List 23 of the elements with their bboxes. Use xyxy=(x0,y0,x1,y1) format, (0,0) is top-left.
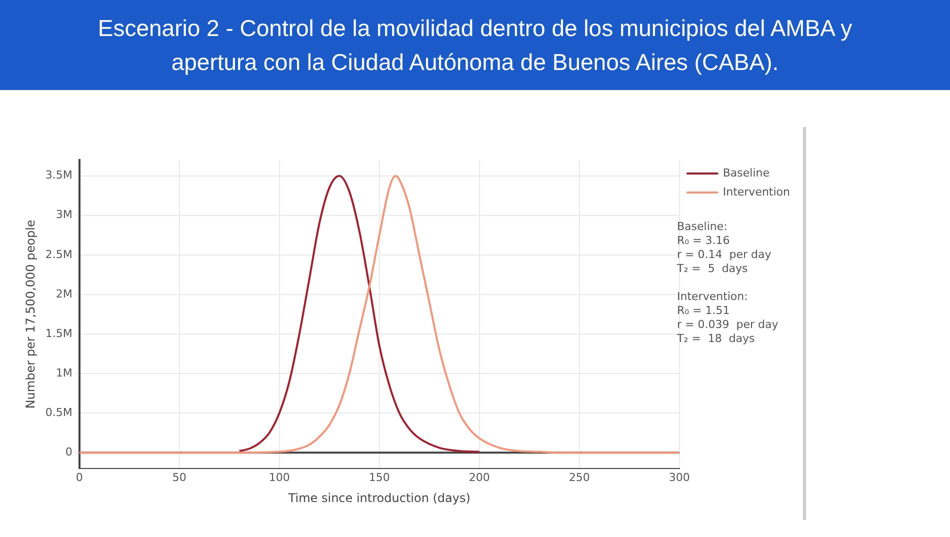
x-tick-label: 50 xyxy=(172,470,186,484)
x-tick-label: 0 xyxy=(76,470,83,484)
x-tick-label: 100 xyxy=(268,470,290,484)
y-tick-label: 3M xyxy=(56,208,72,222)
y-tick-label: 1.5M xyxy=(45,326,72,340)
legend-label: Intervention xyxy=(722,185,790,198)
x-tick-label: 200 xyxy=(468,470,490,484)
x-tick-label: 150 xyxy=(368,470,390,484)
y-tick-label: 2M xyxy=(56,287,72,300)
x-tick-label: 250 xyxy=(568,470,590,484)
chart-title: Escenario 2 - Control de la movilidad dentro de los municipios del AMBA y apertura con la Ciudad Autónoma de Buenos Aires (CABA). xyxy=(0,0,950,90)
y-tick-label: 2.5M xyxy=(45,248,72,261)
x-axis-title: Time since introduction (days) xyxy=(287,490,470,505)
y-tick-label: 1M xyxy=(56,366,72,380)
line-series xyxy=(238,174,480,453)
y-tick-label: 0.5M xyxy=(45,406,72,419)
legend-label: Baseline xyxy=(722,166,770,180)
annotation: Intervention: R₀ = 1.51 r = 0.039 per day T₂ = 18 days xyxy=(677,290,778,346)
y-tick-label: 0 xyxy=(65,445,72,458)
x-tick-label: 300 xyxy=(668,470,690,484)
y-tick-label: 3.5M xyxy=(45,168,72,182)
annotation: Baseline: R₀ = 3.16 r = 0.14 per day T₂ = 5 days xyxy=(677,220,772,276)
y-axis-title: Number per 17,500,000 people xyxy=(23,220,38,409)
